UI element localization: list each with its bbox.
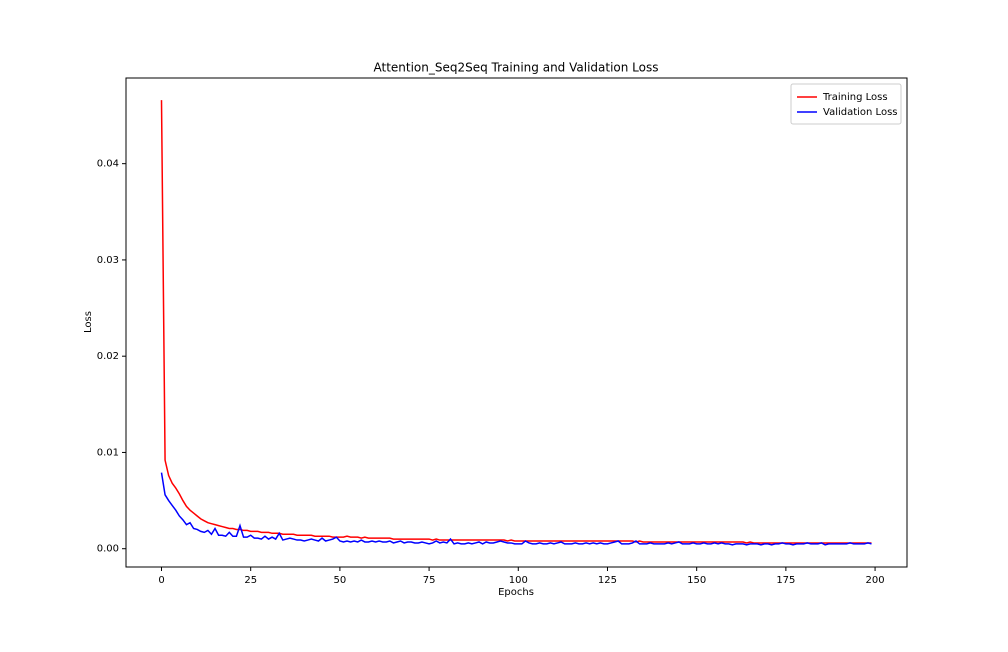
y-tick-label: 0.04 bbox=[97, 159, 119, 170]
x-tick-label: 100 bbox=[509, 575, 528, 586]
x-tick-label: 150 bbox=[687, 575, 706, 586]
chart-title: Attention_Seq2Seq Training and Validatio… bbox=[373, 61, 658, 75]
legend-label: Training Loss bbox=[822, 92, 888, 103]
y-tick-label: 0.01 bbox=[97, 447, 119, 458]
x-tick-label: 200 bbox=[866, 575, 885, 586]
legend-box bbox=[790, 83, 902, 125]
x-tick-label: 50 bbox=[334, 575, 347, 586]
y-axis-label: Loss bbox=[83, 311, 94, 333]
y-tick-label: 0.00 bbox=[97, 544, 119, 555]
legend-label: Validation Loss bbox=[823, 107, 898, 118]
x-tick-label: 75 bbox=[423, 575, 436, 586]
x-tick-label: 125 bbox=[598, 575, 617, 586]
x-tick-label: 175 bbox=[776, 575, 795, 586]
plot-frame bbox=[125, 77, 908, 568]
data-line bbox=[160, 472, 872, 546]
x-tick-label: 0 bbox=[158, 575, 164, 586]
y-tick-label: 0.02 bbox=[97, 351, 119, 362]
y-tick-label: 0.03 bbox=[97, 255, 119, 266]
x-axis-label: Epochs bbox=[498, 587, 534, 598]
x-tick-label: 25 bbox=[244, 575, 257, 586]
